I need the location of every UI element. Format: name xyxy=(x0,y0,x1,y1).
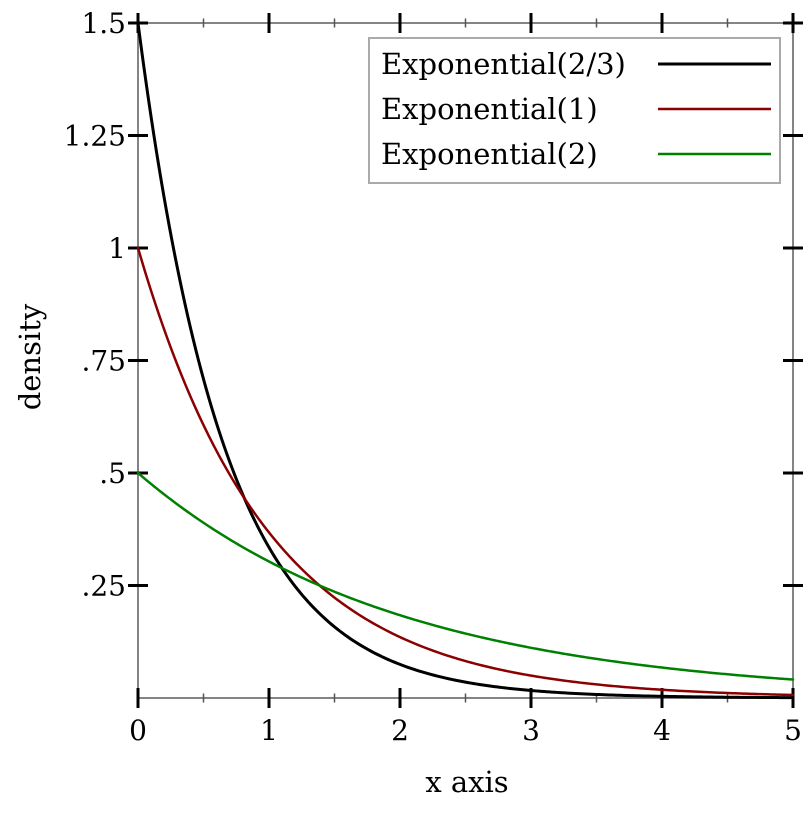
legend-label: Exponential(2) xyxy=(381,137,598,171)
curve-exponential-1 xyxy=(136,246,795,697)
y-tick-label: 1.25 xyxy=(64,120,126,153)
legend-box xyxy=(368,37,781,184)
legend-label: Exponential(1) xyxy=(381,92,598,126)
y-axis-label: density xyxy=(13,303,47,410)
y-tick-label: .75 xyxy=(81,345,126,378)
legend: Exponential(2/3) Exponential(1) Exponentia… xyxy=(368,37,781,184)
axis-tick-labels: 0 1 2 3 4 5 .25 .5 .75 1 1.25 1.5 xyxy=(64,7,802,747)
x-tick-label: 2 xyxy=(391,714,409,747)
y-tick-label: 1 xyxy=(108,232,126,265)
x-tick-label: 0 xyxy=(129,714,147,747)
y-tick-label: .5 xyxy=(99,457,126,490)
x-axis-label: x axis xyxy=(425,765,508,799)
curve-exponential-2 xyxy=(136,471,795,681)
density-curves xyxy=(136,21,795,700)
y-tick-label: 1.5 xyxy=(81,7,126,40)
y-tick-label: .25 xyxy=(81,570,126,603)
legend-label: Exponential(2/3) xyxy=(381,47,626,81)
axis-ticks xyxy=(128,13,803,708)
x-tick-label: 1 xyxy=(260,714,278,747)
legend-row: Exponential(2/3) xyxy=(381,47,771,81)
legend-row: Exponential(1) xyxy=(381,92,771,126)
legend-row: Exponential(2) xyxy=(381,137,771,171)
x-tick-label: 3 xyxy=(522,714,540,747)
x-tick-label: 4 xyxy=(653,714,671,747)
x-tick-label: 5 xyxy=(784,714,802,747)
